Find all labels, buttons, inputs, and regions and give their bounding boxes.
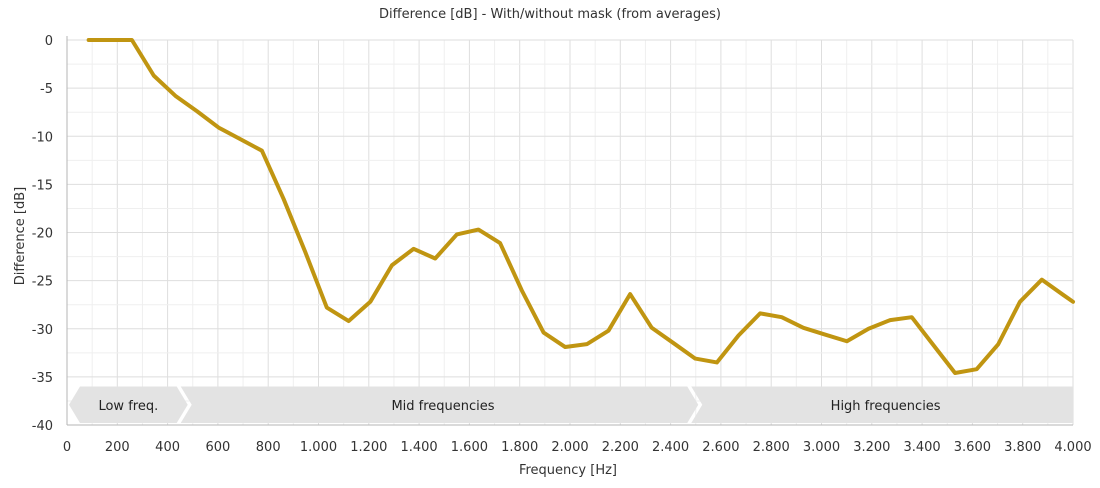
band-shape: [69, 386, 188, 423]
x-tick-label: 4.000: [1054, 440, 1091, 455]
y-tick-label: -15: [32, 178, 53, 193]
x-tick-label: 800: [256, 440, 281, 455]
x-tick-label: 3.800: [1004, 440, 1041, 455]
band-label: Mid frequencies: [391, 399, 494, 414]
chart-title: Difference [dB] - With/without mask (fro…: [379, 7, 721, 22]
x-tick-label: 2.400: [652, 440, 689, 455]
y-tick-label: -10: [32, 130, 53, 145]
frequency-bands: Low freq. Mid frequencies High frequencies: [69, 386, 1073, 423]
x-tick-label: 600: [205, 440, 230, 455]
y-tick-label: -30: [32, 323, 53, 338]
y-tick-label: -25: [32, 275, 53, 290]
series-line: [86, 38, 1075, 376]
x-axis-label: Frequency [Hz]: [519, 463, 617, 478]
y-tick-label: -40: [32, 419, 53, 434]
x-tick-label: 3.400: [903, 440, 940, 455]
x-tick-label: 1.000: [300, 440, 337, 455]
x-tick-label: 400: [155, 440, 180, 455]
axes: 0 200 400 600 800 1.000 1.200 1.400 1.600 1.800 2.…: [32, 34, 1092, 455]
y-tick-label: 0: [45, 34, 53, 49]
x-tick-label: 200: [105, 440, 130, 455]
x-tick-label: 2.600: [702, 440, 739, 455]
band-label: High frequencies: [831, 399, 941, 414]
y-tick-label: -20: [32, 227, 53, 242]
x-tick-label: 1.400: [400, 440, 437, 455]
band-label: Low freq.: [98, 399, 158, 414]
series-layer: [86, 38, 1075, 376]
x-tick-label: 0: [63, 440, 71, 455]
x-tick-label: 3.000: [803, 440, 840, 455]
x-tick-label: 3.200: [853, 440, 890, 455]
y-axis-label: Difference [dB]: [13, 187, 28, 285]
band-shape: [180, 386, 699, 423]
x-tick-label: 3.600: [954, 440, 991, 455]
x-tick-label: 2.000: [551, 440, 588, 455]
y-tick-label: -35: [32, 371, 53, 386]
x-tick-label: 1.600: [451, 440, 488, 455]
grid: [66, 39, 1074, 426]
x-tick-label: 1.200: [350, 440, 387, 455]
band-shape: [691, 386, 1073, 423]
x-tick-label: 2.800: [753, 440, 790, 455]
x-tick-label: 2.200: [602, 440, 639, 455]
y-tick-label: -5: [40, 82, 53, 97]
x-tick-label: 1.800: [501, 440, 538, 455]
